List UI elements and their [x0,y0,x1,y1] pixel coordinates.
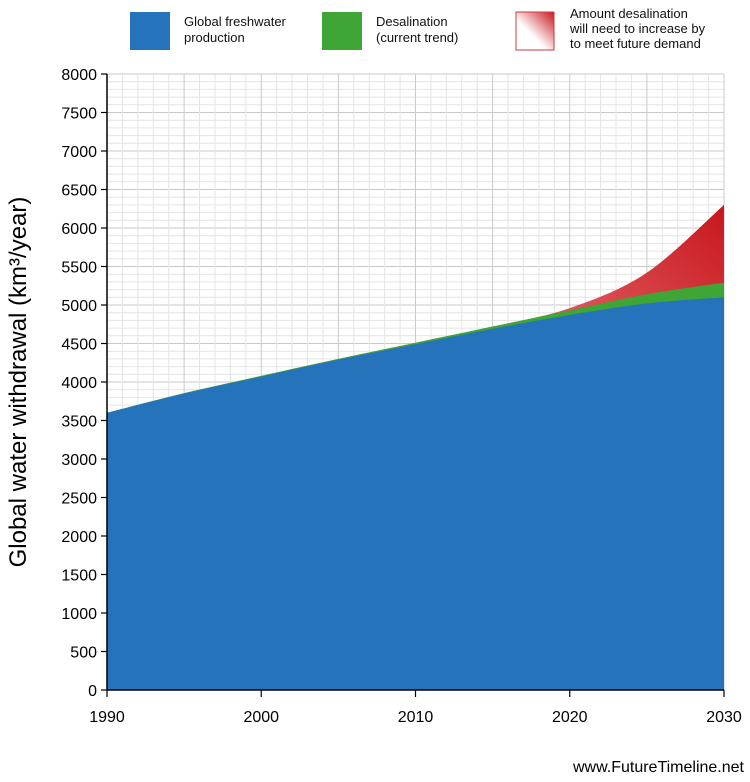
y-tick-label: 6000 [61,221,97,238]
y-axis-ticks: 0 500 1000 1500 2000 2500 3000 3500 4000 4500 5000… [61,67,107,700]
x-tick-label: 2030 [706,709,742,726]
legend-label-future-demand-line1: Amount desalination [570,6,688,21]
legend-swatch-future-demand [515,11,555,51]
x-tick-label: 1990 [89,709,125,726]
source-credit: www.FutureTimeline.net [572,759,745,776]
y-tick-label: 8000 [61,67,97,84]
y-tick-label: 3000 [61,452,97,469]
y-tick-label: 4500 [61,337,97,354]
y-tick-label: 0 [88,683,97,700]
legend-label-freshwater: Global freshwater production [184,14,290,45]
legend-label-desalination-line2: (current trend) [376,30,458,45]
x-tick-label: 2000 [243,709,279,726]
legend-swatch-desalination [322,12,362,50]
y-axis-label: Global water withdrawal (km³/year) [5,197,32,568]
chart-areas [107,204,724,690]
y-tick-label: 4000 [61,375,97,392]
y-tick-label: 3500 [61,414,97,431]
legend-label-freshwater-line1: Global freshwater [184,14,287,29]
legend-label-future-demand-line3: to meet future demand [570,36,701,51]
legend: Global freshwater production Desalinatio… [130,6,709,51]
y-tick-label: 5500 [61,260,97,277]
legend-label-desalination-line1: Desalination [376,14,448,29]
x-axis-ticks: 1990 2000 2010 2020 2030 [89,690,742,726]
legend-label-desalination: Desalination (current trend) [376,14,458,45]
legend-label-future-demand: Amount desalination will need to increas… [569,6,709,51]
y-tick-label: 1000 [61,606,97,623]
y-tick-label: 5000 [61,298,97,315]
y-tick-label: 500 [70,645,97,662]
legend-swatch-freshwater [130,12,170,50]
legend-label-freshwater-line2: production [184,30,245,45]
y-tick-label: 2000 [61,529,97,546]
legend-label-future-demand-line2: will need to increase by [569,21,706,36]
x-tick-label: 2010 [398,709,434,726]
y-tick-label: 7000 [61,144,97,161]
y-tick-label: 6500 [61,183,97,200]
x-tick-label: 2020 [552,709,588,726]
y-tick-label: 1500 [61,568,97,585]
area-freshwater-production [107,297,724,690]
y-tick-label: 7500 [61,106,97,123]
y-tick-label: 2500 [61,491,97,508]
